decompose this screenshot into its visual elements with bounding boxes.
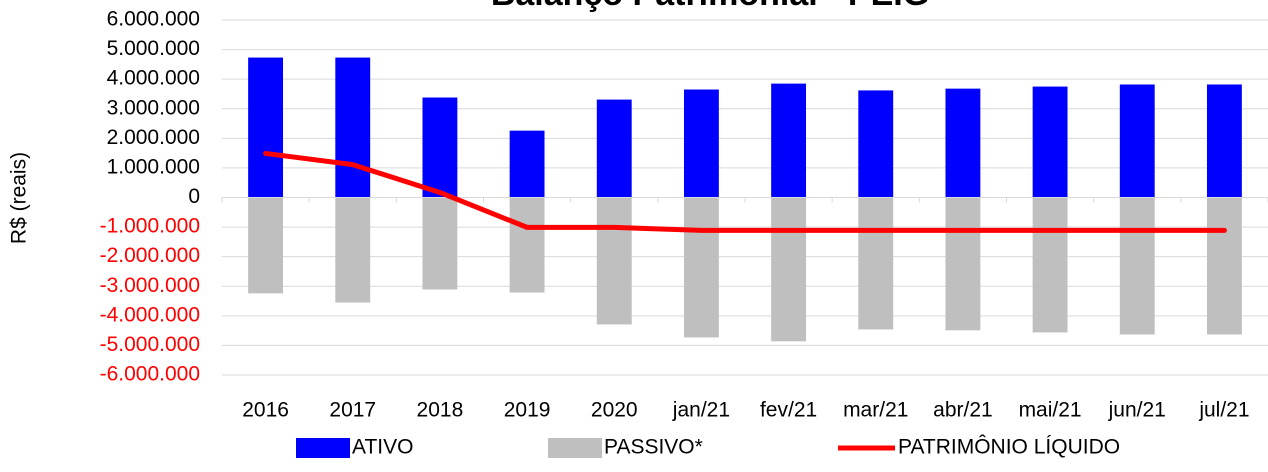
bar: [1032, 86, 1068, 198]
chart-title: Balanço Patrimonial - PEIG: [491, 0, 929, 13]
bar: [945, 88, 981, 198]
y-tick-label: 5.000.000: [107, 37, 200, 60]
legend-swatch: [548, 438, 602, 458]
x-tick-label: 2017: [329, 399, 376, 422]
x-tick-label: mar/21: [843, 399, 908, 422]
y-tick-label: -2.000.000: [100, 244, 200, 267]
y-tick-label: 2.000.000: [107, 126, 200, 149]
x-tick-label: jan/21: [672, 399, 730, 422]
y-tick-label: -3.000.000: [100, 274, 200, 297]
bar: [771, 83, 807, 198]
x-tick-label: mai/21: [1019, 399, 1082, 422]
bar: [858, 90, 894, 198]
bar: [683, 197, 719, 338]
bar: [422, 197, 458, 290]
y-tick-label: -4.000.000: [100, 303, 200, 326]
bar: [509, 130, 545, 198]
x-tick-label: 2018: [417, 399, 464, 422]
bar: [1206, 84, 1242, 198]
bar: [858, 197, 894, 330]
bar: [509, 197, 545, 293]
x-tick-label: 2016: [242, 399, 289, 422]
x-tick-label: jul/21: [1198, 399, 1249, 422]
y-tick-label: 4.000.000: [107, 67, 200, 90]
bar: [1032, 197, 1068, 333]
bar: [771, 197, 807, 342]
bar: [335, 57, 371, 198]
legend-label: PATRIMÔNIO LÍQUIDO: [898, 436, 1120, 459]
line: [263, 150, 1227, 233]
bar: [596, 99, 632, 198]
y-tick-label: 1.000.000: [107, 155, 200, 178]
bar: [1206, 197, 1242, 335]
bar: [248, 197, 284, 294]
legend-swatch: [296, 438, 350, 458]
bar: [945, 197, 981, 331]
bar: [596, 197, 632, 325]
legend-label: PASSIVO*: [604, 436, 703, 459]
y-tick-label: 0: [188, 185, 200, 208]
y-tick-label: -6.000.000: [100, 363, 200, 386]
bar: [683, 89, 719, 198]
bar: [335, 197, 371, 303]
bar: [1119, 84, 1155, 198]
bar: [248, 57, 284, 198]
x-tick-label: 2020: [591, 399, 638, 422]
y-tick-label: -1.000.000: [100, 215, 200, 238]
legend-label: ATIVO: [352, 436, 413, 459]
y-tick-label: 6.000.000: [107, 8, 200, 31]
bar: [422, 97, 458, 198]
x-tick-label: fev/21: [760, 399, 817, 422]
y-axis-label: R$ (reais): [8, 152, 31, 244]
x-tick-label: jun/21: [1108, 399, 1166, 422]
bar: [1119, 197, 1155, 335]
y-tick-label: -5.000.000: [100, 333, 200, 356]
y-tick-label: 3.000.000: [107, 96, 200, 119]
x-tick-label: 2019: [504, 399, 551, 422]
x-tick-label: abr/21: [933, 399, 993, 422]
